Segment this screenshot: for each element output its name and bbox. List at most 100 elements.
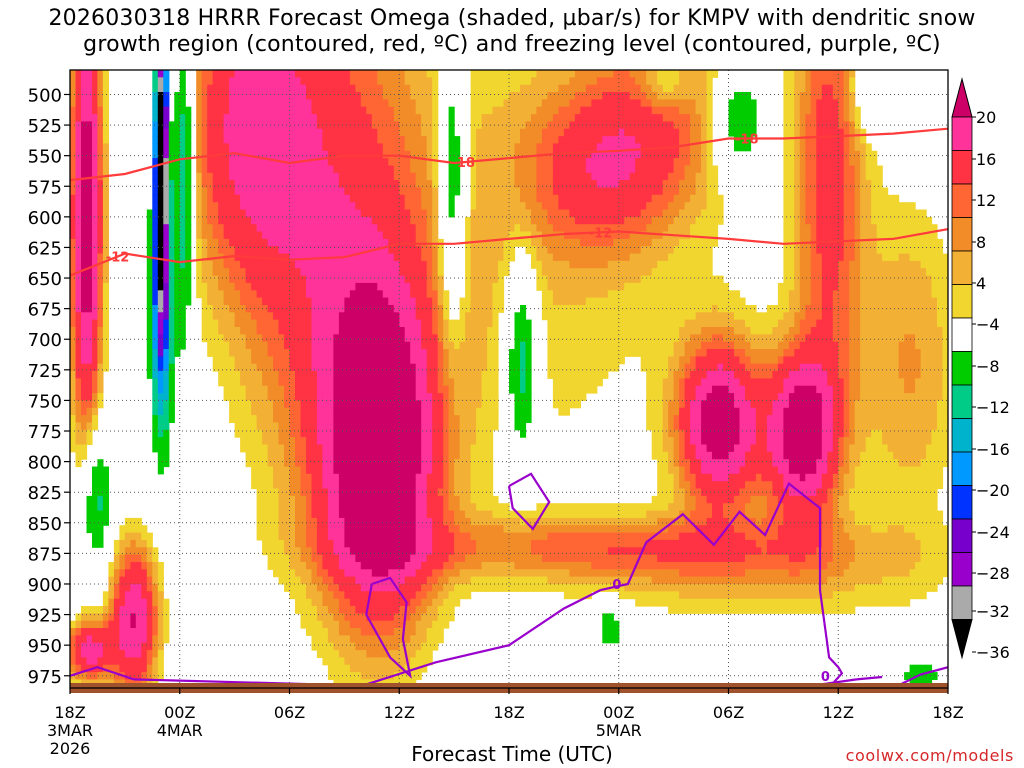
omega-cell <box>70 341 77 350</box>
omega-cell <box>498 121 505 130</box>
omega-cell <box>426 422 433 431</box>
omega-cell <box>124 613 131 622</box>
omega-cell <box>371 282 378 291</box>
omega-cell <box>371 584 378 592</box>
omega-cell <box>399 290 406 299</box>
omega-cell <box>70 224 77 233</box>
omega-cell <box>152 216 159 225</box>
omega-cell <box>300 341 307 350</box>
omega-cell <box>349 429 356 438</box>
omega-cell <box>157 628 164 636</box>
omega-cell <box>168 150 175 159</box>
omega-cell <box>124 664 131 673</box>
omega-cell <box>344 172 351 181</box>
omega-cell <box>338 216 345 225</box>
omega-cell <box>97 77 104 86</box>
omega-cell <box>146 606 153 614</box>
omega-cell <box>278 473 285 482</box>
omega-cell <box>289 429 296 438</box>
omega-cell <box>470 128 477 137</box>
omega-cell <box>476 224 483 233</box>
omega-cell <box>421 187 428 196</box>
omega-cell <box>92 657 99 666</box>
omega-cell <box>262 172 269 181</box>
omega-cell <box>278 517 285 526</box>
omega-cell <box>262 165 269 174</box>
omega-cell <box>262 305 269 313</box>
omega-cell <box>75 77 82 86</box>
omega-cell <box>509 128 516 137</box>
omega-cell <box>514 349 521 357</box>
omega-cell <box>344 99 351 108</box>
omega-cell <box>437 312 444 321</box>
omega-cell <box>426 503 433 512</box>
omega-cell <box>234 260 241 269</box>
omega-cell <box>218 202 225 211</box>
omega-cell <box>432 180 439 188</box>
omega-cell <box>295 466 302 475</box>
omega-cell <box>470 356 477 365</box>
omega-cell <box>481 473 488 482</box>
omega-cell <box>223 92 230 100</box>
omega-cell <box>124 672 131 680</box>
omega-cell <box>306 591 313 600</box>
omega-cell <box>509 532 516 541</box>
omega-cell <box>108 628 115 636</box>
omega-cell <box>360 576 367 585</box>
omega-cell <box>273 158 280 166</box>
omega-cell <box>377 136 384 144</box>
omega-cell <box>119 584 126 592</box>
omega-cell <box>454 466 461 475</box>
omega-cell <box>240 327 247 335</box>
omega-cell <box>470 341 477 350</box>
omega-cell <box>174 136 181 144</box>
omega-cell <box>426 136 433 144</box>
omega-cell <box>371 422 378 431</box>
omega-cell <box>174 253 181 262</box>
omega-cell <box>262 77 269 86</box>
omega-cell <box>415 606 422 614</box>
omega-cell <box>487 268 494 277</box>
omega-cell <box>70 275 77 284</box>
omega-cell <box>240 393 247 401</box>
omega-cell <box>163 260 170 269</box>
omega-cell <box>366 305 373 313</box>
omega-cell <box>75 150 82 159</box>
omega-cell <box>344 143 351 152</box>
omega-cell <box>81 143 88 152</box>
omega-cell <box>212 84 219 93</box>
omega-cell <box>311 554 318 563</box>
omega-cell <box>245 415 252 423</box>
omega-cell <box>487 371 494 379</box>
omega-cell <box>295 194 302 203</box>
omega-cell <box>333 172 340 181</box>
omega-cell <box>185 209 192 218</box>
omega-cell <box>382 495 389 504</box>
omega-cell <box>432 253 439 262</box>
omega-cell <box>240 319 247 328</box>
omega-cell <box>124 598 131 607</box>
omega-cell <box>218 378 225 387</box>
omega-cell <box>338 598 345 607</box>
omega-cell <box>273 363 280 372</box>
omega-cell <box>278 510 285 519</box>
omega-cell <box>75 628 82 636</box>
omega-cell <box>481 584 488 592</box>
omega-cell <box>333 224 340 233</box>
omega-cell <box>207 290 214 299</box>
omega-cell <box>437 517 444 526</box>
omega-cell <box>311 415 318 423</box>
omega-cell <box>476 150 483 159</box>
omega-cell <box>75 393 82 401</box>
omega-cell <box>366 415 373 423</box>
omega-cell <box>426 224 433 233</box>
omega-cell <box>454 187 461 196</box>
omega-cell <box>371 290 378 299</box>
omega-cell <box>388 216 395 225</box>
omega-cell <box>278 525 285 534</box>
omega-cell <box>251 297 258 306</box>
omega-cell <box>388 136 395 144</box>
omega-cell <box>415 150 422 159</box>
omega-cell <box>349 400 356 409</box>
omega-cell <box>410 378 417 387</box>
